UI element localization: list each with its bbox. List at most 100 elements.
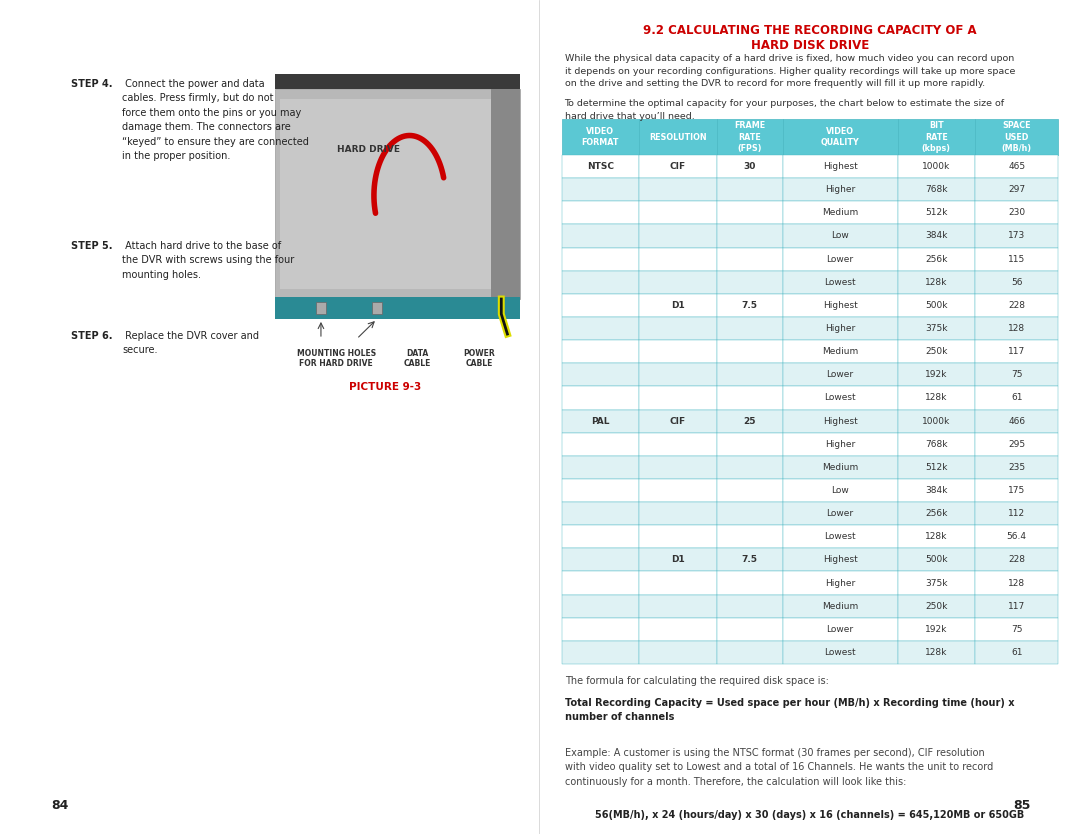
Bar xyxy=(562,178,639,201)
Text: 115: 115 xyxy=(1008,254,1025,264)
Text: 56.4: 56.4 xyxy=(1007,532,1027,541)
Bar xyxy=(975,525,1058,548)
Bar xyxy=(897,571,975,595)
Bar xyxy=(897,409,975,433)
Text: Low: Low xyxy=(832,486,849,495)
Text: 256k: 256k xyxy=(926,509,947,518)
Bar xyxy=(783,224,897,248)
Text: PICTURE 9-3: PICTURE 9-3 xyxy=(349,382,421,392)
Text: 250k: 250k xyxy=(926,601,947,610)
Bar xyxy=(975,595,1058,618)
Bar xyxy=(897,548,975,571)
Text: 384k: 384k xyxy=(926,486,947,495)
Bar xyxy=(562,502,639,525)
Bar xyxy=(975,409,1058,433)
Bar xyxy=(562,479,639,502)
Text: Lowest: Lowest xyxy=(824,532,856,541)
Bar xyxy=(897,294,975,317)
Bar xyxy=(975,271,1058,294)
Text: 9.2 CALCULATING THE RECORDING CAPACITY OF A: 9.2 CALCULATING THE RECORDING CAPACITY O… xyxy=(644,24,976,37)
Text: The formula for calculating the required disk space is:: The formula for calculating the required… xyxy=(565,676,828,686)
Text: 230: 230 xyxy=(1009,208,1025,218)
Text: Highest: Highest xyxy=(823,416,858,425)
Text: 768k: 768k xyxy=(926,440,947,449)
Bar xyxy=(562,224,639,248)
Bar xyxy=(783,317,897,340)
Bar xyxy=(897,433,975,455)
Text: 56: 56 xyxy=(1011,278,1023,287)
Text: 117: 117 xyxy=(1008,601,1025,610)
Bar xyxy=(717,271,783,294)
Bar xyxy=(975,294,1058,317)
Text: 512k: 512k xyxy=(926,208,947,218)
Text: 112: 112 xyxy=(1009,509,1025,518)
Text: 375k: 375k xyxy=(926,579,947,587)
Bar xyxy=(639,618,717,641)
Bar xyxy=(897,455,975,479)
Text: 235: 235 xyxy=(1009,463,1025,472)
Bar xyxy=(897,340,975,364)
Bar xyxy=(562,294,639,317)
Text: 192k: 192k xyxy=(926,625,947,634)
Bar xyxy=(975,618,1058,641)
Bar xyxy=(783,433,897,455)
Text: 128k: 128k xyxy=(926,394,947,403)
Text: STEP 4.: STEP 4. xyxy=(71,79,112,89)
Text: Lower: Lower xyxy=(826,254,853,264)
Bar xyxy=(783,502,897,525)
Bar xyxy=(975,178,1058,201)
Text: 84: 84 xyxy=(51,799,68,812)
Bar xyxy=(717,525,783,548)
Bar xyxy=(562,525,639,548)
Text: 128: 128 xyxy=(1009,579,1025,587)
Bar xyxy=(783,479,897,502)
Text: BIT
RATE
(kbps): BIT RATE (kbps) xyxy=(922,122,950,153)
Text: CIF: CIF xyxy=(670,416,686,425)
Text: 465: 465 xyxy=(1009,162,1025,171)
Bar xyxy=(975,641,1058,664)
Text: 85: 85 xyxy=(1013,799,1031,812)
Bar xyxy=(491,89,519,299)
Text: HARD DISK DRIVE: HARD DISK DRIVE xyxy=(751,39,869,52)
Bar xyxy=(975,571,1058,595)
Text: 25: 25 xyxy=(743,416,756,425)
Bar xyxy=(639,155,717,178)
Bar xyxy=(897,502,975,525)
Bar xyxy=(975,548,1058,571)
Text: Highest: Highest xyxy=(823,162,858,171)
Text: VIDEO
QUALITY: VIDEO QUALITY xyxy=(821,127,860,147)
Text: Low: Low xyxy=(832,232,849,240)
Text: Lowest: Lowest xyxy=(824,648,856,657)
Text: VIDEO
FORMAT: VIDEO FORMAT xyxy=(582,127,619,147)
Bar xyxy=(783,340,897,364)
Text: Medium: Medium xyxy=(822,347,859,356)
Text: 256k: 256k xyxy=(926,254,947,264)
Text: 30: 30 xyxy=(743,162,756,171)
Bar xyxy=(639,548,717,571)
Bar xyxy=(562,641,639,664)
Bar xyxy=(639,433,717,455)
Bar xyxy=(562,409,639,433)
Text: STEP 6.: STEP 6. xyxy=(71,331,112,341)
Bar xyxy=(975,317,1058,340)
Bar xyxy=(975,364,1058,386)
Bar xyxy=(562,248,639,271)
Bar xyxy=(717,201,783,224)
Bar xyxy=(975,433,1058,455)
Bar xyxy=(717,548,783,571)
Bar xyxy=(897,119,975,155)
Bar xyxy=(562,618,639,641)
Bar xyxy=(783,119,897,155)
Bar xyxy=(280,99,495,289)
Text: Lowest: Lowest xyxy=(824,394,856,403)
Text: POWER
CABLE: POWER CABLE xyxy=(463,349,495,369)
Text: Lower: Lower xyxy=(826,625,853,634)
Text: Higher: Higher xyxy=(825,579,855,587)
Text: 512k: 512k xyxy=(926,463,947,472)
Text: To determine the optimal capacity for your purposes, the chart below to estimate: To determine the optimal capacity for yo… xyxy=(565,99,1004,120)
Text: 61: 61 xyxy=(1011,648,1023,657)
Bar xyxy=(639,271,717,294)
Text: D1: D1 xyxy=(671,555,685,565)
Bar xyxy=(639,455,717,479)
Bar xyxy=(783,641,897,664)
